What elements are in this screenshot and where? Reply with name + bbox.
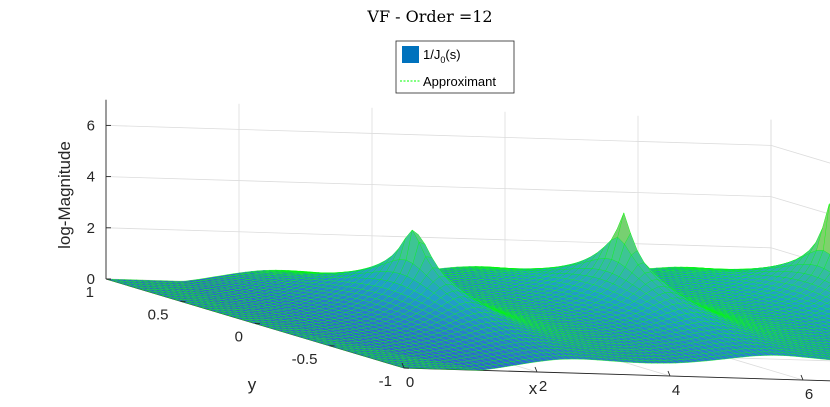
- grid-line: [105, 176, 772, 197]
- y-tick-label: 0: [235, 329, 243, 346]
- y-tick-label: -1: [379, 373, 392, 390]
- z-tick-label: 4: [87, 169, 95, 186]
- grid-line: [105, 125, 772, 146]
- x-tick-label: 6: [805, 386, 813, 403]
- x-ticks: 0246810: [401, 362, 813, 403]
- grid-line: [105, 227, 772, 249]
- x-tick-mark: [667, 370, 671, 377]
- x-tick-label: 4: [672, 382, 680, 399]
- y-axis-label: y: [248, 375, 257, 394]
- axis-line: [403, 367, 830, 382]
- legend-label-approximant: Approximant: [423, 74, 496, 89]
- y-tick-label: 0.5: [148, 306, 169, 323]
- grid-line: [403, 367, 830, 382]
- x-tick-mark: [800, 374, 804, 381]
- x-tick-mark: [401, 362, 405, 369]
- surface-patch: [825, 294, 830, 299]
- y-ticks: -1 -0.5 0 0.5 1: [86, 278, 410, 390]
- z-tick-label: 6: [87, 117, 95, 134]
- z-tick-label: 2: [87, 220, 95, 237]
- z-tick-label: 0: [87, 271, 95, 288]
- x-tick-label: 0: [406, 374, 414, 391]
- grid-line: [770, 196, 830, 215]
- y-tick-label: 1: [86, 284, 94, 301]
- x-tick-mark: [534, 366, 538, 373]
- z-ticks: 0 2 4 6: [87, 117, 111, 288]
- chart-title: VF - Order =12: [366, 7, 492, 26]
- legend-label-surface: 1/J0(s): [423, 47, 461, 65]
- z-axis-label: log-Magnitude: [55, 141, 74, 249]
- surface-patch: [827, 307, 830, 311]
- y-tick-label: -0.5: [292, 351, 318, 368]
- x-tick-label: 2: [539, 378, 547, 395]
- legend: 1/J0(s) Approximant: [395, 40, 515, 94]
- surface-patch: [826, 301, 830, 305]
- legend-swatch-surface: [402, 46, 419, 63]
- grid-line: [770, 145, 830, 164]
- surface-mesh: [105, 203, 830, 371]
- x-axis-label: x: [529, 379, 538, 398]
